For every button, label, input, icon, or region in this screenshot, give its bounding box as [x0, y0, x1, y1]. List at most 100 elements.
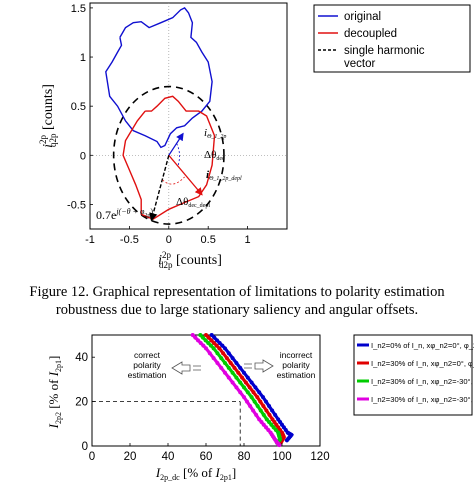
y-tick-label: 1	[80, 52, 86, 64]
series2-point-1	[284, 438, 289, 443]
series2-point-1	[249, 380, 254, 385]
x2-tick-label: 120	[310, 451, 329, 463]
figure-13-plot: 0 20 40 60 80 100 120 0 20 40 correct polarity esti…	[46, 333, 474, 482]
series2-point-3	[234, 375, 239, 380]
x-axis-label: i2p d2p [counts]	[158, 250, 222, 270]
series2-point-3	[198, 333, 203, 337]
series2-point-4	[257, 417, 262, 422]
series2-point-4	[198, 340, 203, 345]
y2-tick-label: 20	[75, 397, 88, 409]
x2-tick-label: 0	[89, 451, 95, 463]
annotation-delta-theta: Δθdec	[204, 149, 225, 162]
x-tick-label: 0.5	[201, 234, 216, 246]
series2-point-2	[264, 408, 269, 413]
annotation-incorrect-region: incorrect polarity estimation	[244, 350, 316, 380]
caption-line-2: robustness due to large stationary salie…	[55, 302, 419, 318]
series2-point-4	[248, 404, 253, 409]
guide-lines	[92, 401, 241, 446]
series2-point-3	[269, 422, 274, 427]
series2-point-2	[217, 346, 222, 351]
annotation-decoupled-vector: iΘ_1_2p_depl	[206, 169, 242, 182]
series-line-original	[105, 7, 213, 149]
series2-point-3	[245, 390, 250, 395]
figure-12-plot: -1 -0.5 0 0.5 1 -0.5 0 0.5 1 1.5 iΘ_1_2p Δθdec iΘ…	[38, 2, 471, 270]
series2-point-3	[200, 335, 205, 340]
axis-ticks: -1 -0.5 0 0.5 1 -0.5 0 0.5 1 1.5	[67, 3, 251, 246]
y-axis-label-2: I2p2 [% of I2p1]	[46, 356, 63, 430]
series2-point-4	[245, 399, 250, 404]
x2-tick-label: 100	[272, 451, 291, 463]
plot2-axis-ticks: 0 20 40 60 80 100 120 0 20 40	[75, 352, 329, 463]
series2-point-3	[215, 351, 220, 356]
series2-point-3	[264, 417, 269, 422]
single-harmonic-vector-arrow	[149, 155, 170, 222]
legend-label-single-harmonic: single harmonic vector	[344, 45, 425, 70]
series2-point-3	[252, 399, 257, 404]
legend2-label: I_n2=30% of I_n, xφ_n2=-30°, φ_2p2=0°	[371, 377, 474, 386]
series2-point-4	[215, 360, 220, 365]
decoupled-vector-arrow	[168, 154, 203, 196]
series2-point-4	[264, 425, 269, 430]
series2-point-1	[257, 390, 262, 395]
series2-point-2	[258, 399, 263, 404]
series2-point-3	[255, 404, 260, 409]
annotation-correct-region: correct polarity estimation	[128, 350, 201, 380]
series2-point-4	[242, 395, 246, 400]
series2-point-4	[201, 343, 206, 348]
series2-point-4	[230, 380, 235, 385]
series2-point-3	[273, 428, 278, 433]
y-axis-label: i2pq2p [counts]	[38, 84, 58, 148]
series2-point-2	[240, 375, 245, 380]
series2-point-3	[208, 343, 213, 348]
single-harmonic-circle	[112, 85, 225, 225]
x-axis-label-2: I2p_dc [% of I2p1]	[155, 465, 236, 482]
y2-tick-label: 40	[75, 352, 88, 364]
series2-point-3	[258, 408, 263, 413]
series2-point-1	[270, 408, 275, 413]
series2-point-1	[226, 351, 231, 356]
series2-point-2	[243, 380, 248, 385]
series2-point-4	[277, 443, 282, 448]
series2-point-3	[242, 385, 246, 390]
vector-arrows	[149, 132, 203, 222]
series2-point-4	[204, 346, 208, 351]
legend2-label: I_n2=30% of I_n, xφ_n2=-30°, φ_2p2=10°	[371, 395, 474, 404]
legend2-label: I_n2=0% of I_n, xφ_n2=0°, φ_2p2=0°	[371, 341, 474, 350]
series2-point-2	[255, 395, 260, 400]
series2-point-2	[221, 351, 226, 356]
series2-point-1	[273, 412, 278, 417]
series2-point-1	[253, 385, 258, 390]
series2-point-3	[206, 340, 211, 345]
series2-point-2	[214, 343, 219, 348]
series2-point-3	[261, 412, 266, 417]
series2-point-1	[220, 343, 225, 348]
original-vector-arrow	[168, 132, 184, 156]
x-tick-label: 1	[245, 234, 251, 246]
x2-tick-label: 40	[162, 451, 175, 463]
series2-point-4	[261, 422, 266, 427]
y-tick-label: 1.5	[71, 3, 86, 15]
annotation-single-harmonic-formula: 0.7ej(−θ + φ2p)	[96, 207, 153, 222]
x-tick-label: -1	[85, 234, 95, 246]
annotation-original-vector: iΘ_1_2p	[204, 127, 226, 140]
series2-point-3	[271, 425, 276, 430]
legend-2: I_n2=0% of I_n, xφ_n2=0°, φ_2p2=0° I_n2=3…	[353, 334, 474, 416]
series2-point-4	[234, 385, 239, 390]
series2-point-4	[238, 390, 243, 395]
y-tick-label: 0	[80, 150, 86, 162]
x-tick-label: -0.5	[120, 234, 139, 246]
delta-theta-arc	[176, 143, 180, 166]
series2-point-4	[219, 365, 224, 370]
series2-point-4	[259, 420, 264, 425]
series2-point-1	[212, 335, 217, 340]
series2-point-2	[247, 385, 252, 390]
series2-point-3	[249, 395, 254, 400]
series2-point-2	[206, 335, 211, 340]
series2-point-1	[264, 399, 269, 404]
series2-point-4	[266, 428, 271, 433]
x-tick-label: 0	[166, 234, 172, 246]
plot2-series-group	[190, 333, 294, 448]
arrow-right-dashes-icon	[244, 363, 252, 369]
series2-point-2	[267, 412, 272, 417]
annotation-delta-theta-depl: Δθdec_depl	[176, 196, 210, 209]
